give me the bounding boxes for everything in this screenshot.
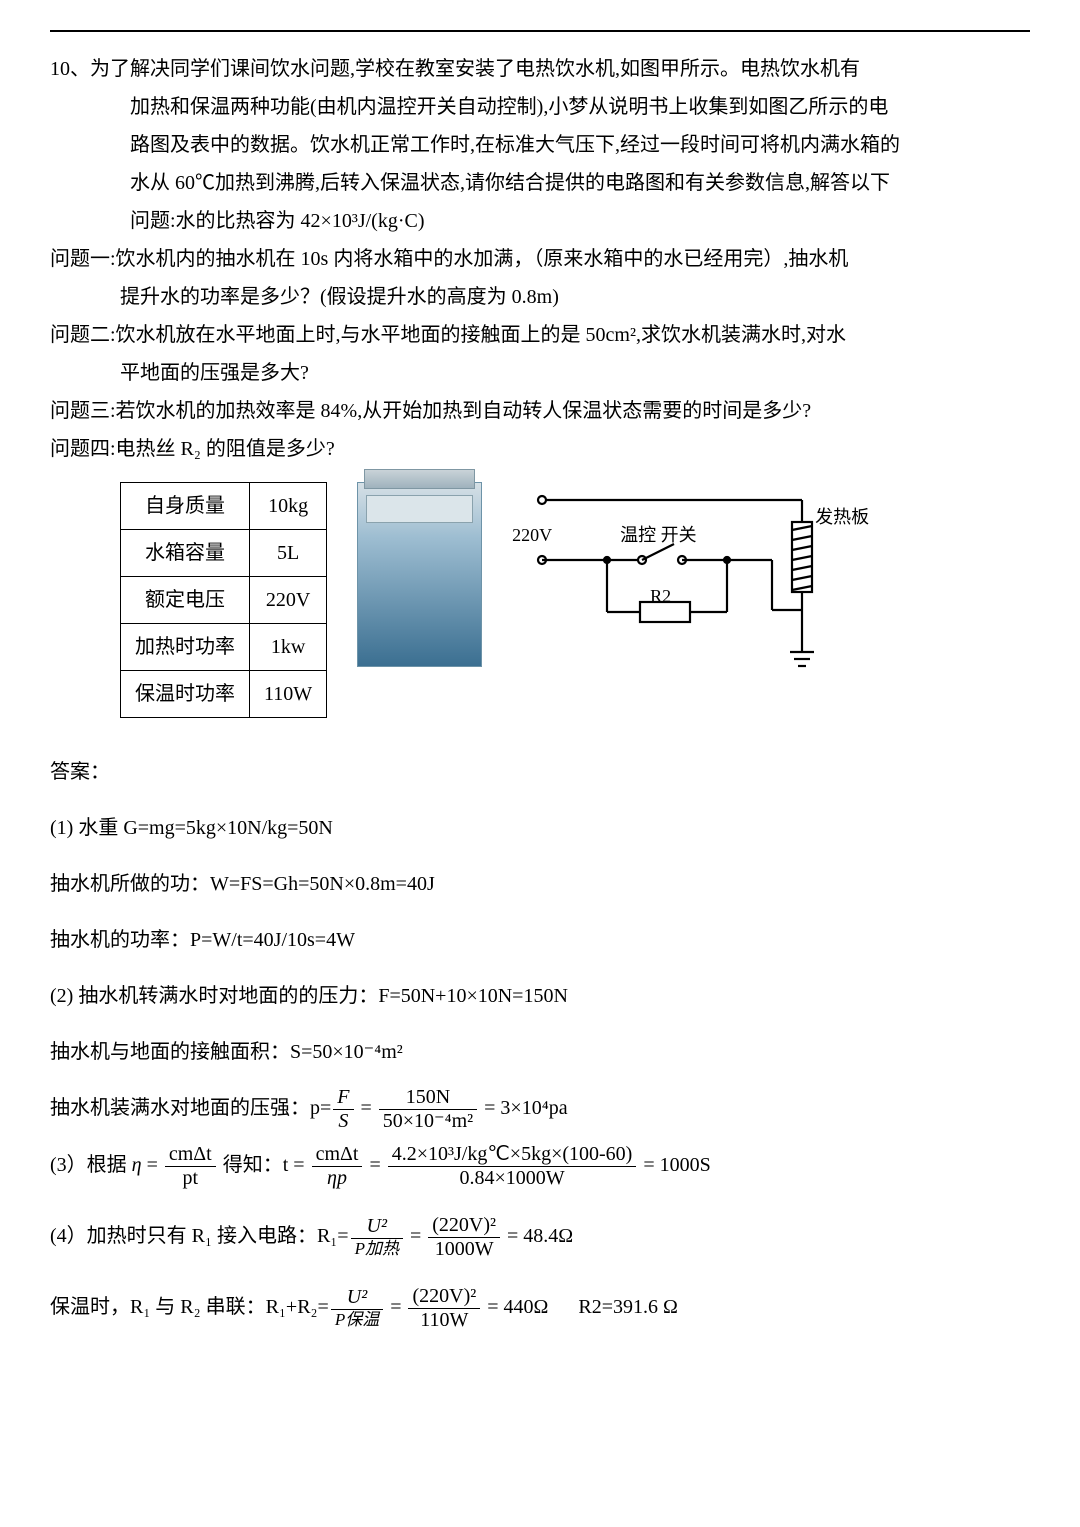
a4-pre: (4）加热时只有 R₁ 接入电路：R₁= (50, 1225, 349, 1247)
answers-heading: 答案： (50, 748, 1030, 796)
circuit-voltage-label: 220V (512, 518, 552, 552)
answer-2-line-2: 抽水机与地面的接触面积：S=50×10⁻⁴m² (50, 1028, 1030, 1076)
circuit-diagram: 220V 温控 开关 发热板 R2 (512, 482, 862, 672)
a3-mid: 得知：t = (218, 1154, 310, 1176)
answer-4: (4）加热时只有 R₁ 接入电路：R₁=U²P加热 = (220V)²1000W… (50, 1212, 1030, 1261)
question-1-line-2: 提升水的功率是多少？(假设提升水的高度为 0.8m) (50, 278, 1030, 316)
a2-pre: 抽水机装满水对地面的压强：p= (50, 1097, 331, 1119)
table-row: 额定电压220V (121, 577, 327, 624)
cell-label: 加热时功率 (121, 624, 250, 671)
cell-value: 10kg (250, 483, 327, 530)
answer-1-line-2: 抽水机所做的功：W=FS=Gh=50N×0.8m=40J (50, 860, 1030, 908)
a4-tail: = 48.4Ω (502, 1225, 573, 1247)
answer-3: (3）根据 η = cmΔtpt 得知：t = cmΔtηp = 4.2×10³… (50, 1141, 1030, 1190)
question-4: 问题四:电热丝 R₂ 的阻值是多少? (50, 430, 1030, 468)
cell-value: 5L (250, 530, 327, 577)
table-row: 保温时功率110W (121, 671, 327, 718)
a5-eq1: = (385, 1296, 406, 1318)
answer-2-line-3: 抽水机装满水对地面的压强：p=FS = 150N50×10⁻⁴m² = 3×10… (50, 1084, 1030, 1133)
cell-label: 水箱容量 (121, 530, 250, 577)
question-2-line-1: 问题二:饮水机放在水平地面上时,与水平地面的接触面上的是 50cm²,求饮水机装… (50, 316, 1030, 354)
figure-row: 自身质量10kg 水箱容量5L 额定电压220V 加热时功率1kw 保温时功率1… (120, 482, 1030, 718)
intro-line-1: 为了解决同学们课间饮水问题,学校在教室安装了电热饮水机,如图甲所示。电热饮水机有 (90, 58, 860, 80)
question-3: 问题三:若饮水机的加热效率是 84%,从开始加热到自动转人保温状态需要的时间是多… (50, 392, 1030, 430)
question-2-line-2: 平地面的压强是多大? (50, 354, 1030, 392)
spec-table: 自身质量10kg 水箱容量5L 额定电压220V 加热时功率1kw 保温时功率1… (120, 482, 327, 718)
intro-line-4: 水从 60℃加热到沸腾,后转入保温状态,请你结合提供的电路图和有关参数信息,解答… (50, 164, 1030, 202)
intro-line-3: 路图及表中的数据。饮水机正常工作时,在标准大气压下,经过一段时间可将机内满水箱的 (50, 126, 1030, 164)
circuit-switch-label: 温控 开关 (620, 518, 697, 552)
circuit-heater-label: 发热板 (815, 500, 869, 534)
a3-eq: = (364, 1154, 385, 1176)
a5-pre: 保温时，R₁ 与 R₂ 串联：R₁+R₂= (50, 1296, 329, 1318)
a4-eq1: = (405, 1225, 426, 1247)
dispenser-image (357, 482, 482, 667)
answer-2-line-1: (2) 抽水机转满水时对地面的的压力：F=50N+10×10N=150N (50, 972, 1030, 1020)
question-1-line-1: 问题一:饮水机内的抽水机在 10s 内将水箱中的水加满，（原来水箱中的水已经用完… (50, 240, 1030, 278)
cell-value: 110W (250, 671, 327, 718)
cell-value: 1kw (250, 624, 327, 671)
a5-frac1: U²P保温 (331, 1286, 383, 1330)
circuit-r2-label: R2 (650, 579, 671, 613)
a3-tail: = 1000S (638, 1154, 710, 1176)
intro-line-2: 加热和保温两种功能(由机内温控开关自动控制),小梦从说明书上收集到如图乙所示的电 (50, 88, 1030, 126)
cell-label: 自身质量 (121, 483, 250, 530)
a3-frac3: 4.2×10³J/kg℃×5kg×(100-60)0.84×1000W (388, 1143, 637, 1190)
table-row: 水箱容量5L (121, 530, 327, 577)
circuit-svg (512, 482, 862, 672)
table-row: 自身质量10kg (121, 483, 327, 530)
cell-label: 保温时功率 (121, 671, 250, 718)
a2-frac1: FS (333, 1086, 353, 1133)
a5-r2: R2=391.6 Ω (578, 1296, 677, 1318)
answer-1-line-3: 抽水机的功率：P=W/t=40J/10s=4W (50, 916, 1030, 964)
a5-tail: = 440Ω (482, 1296, 548, 1318)
answer-5: 保温时，R₁ 与 R₂ 串联：R₁+R₂=U²P保温 = (220V)²110W… (50, 1283, 1030, 1332)
cell-value: 220V (250, 577, 327, 624)
intro-line-5: 问题:水的比热容为 42×10³J/(kg·C) (50, 202, 1030, 240)
problem-number: 10、 (50, 58, 90, 80)
a5-frac2: (220V)²110W (408, 1285, 480, 1332)
a2-frac2: 150N50×10⁻⁴m² (379, 1086, 477, 1133)
a4-frac2: (220V)²1000W (428, 1214, 500, 1261)
cell-label: 额定电压 (121, 577, 250, 624)
top-rule (50, 30, 1030, 32)
answers-block: 答案： (1) 水重 G=mg=5kg×10N/kg=50N 抽水机所做的功：W… (50, 748, 1030, 1332)
a3-pre: (3）根据 (50, 1154, 132, 1176)
answer-1-line-1: (1) 水重 G=mg=5kg×10N/kg=50N (50, 804, 1030, 852)
a3-frac2: cmΔtηp (312, 1143, 363, 1190)
a2-tail: = 3×10⁴pa (479, 1097, 567, 1119)
a3-frac1: cmΔtpt (165, 1143, 216, 1190)
a2-eq1: = (356, 1097, 377, 1119)
problem-intro: 10、为了解决同学们课间饮水问题,学校在教室安装了电热饮水机,如图甲所示。电热饮… (50, 50, 1030, 88)
table-row: 加热时功率1kw (121, 624, 327, 671)
a4-frac1: U²P加热 (351, 1215, 403, 1259)
